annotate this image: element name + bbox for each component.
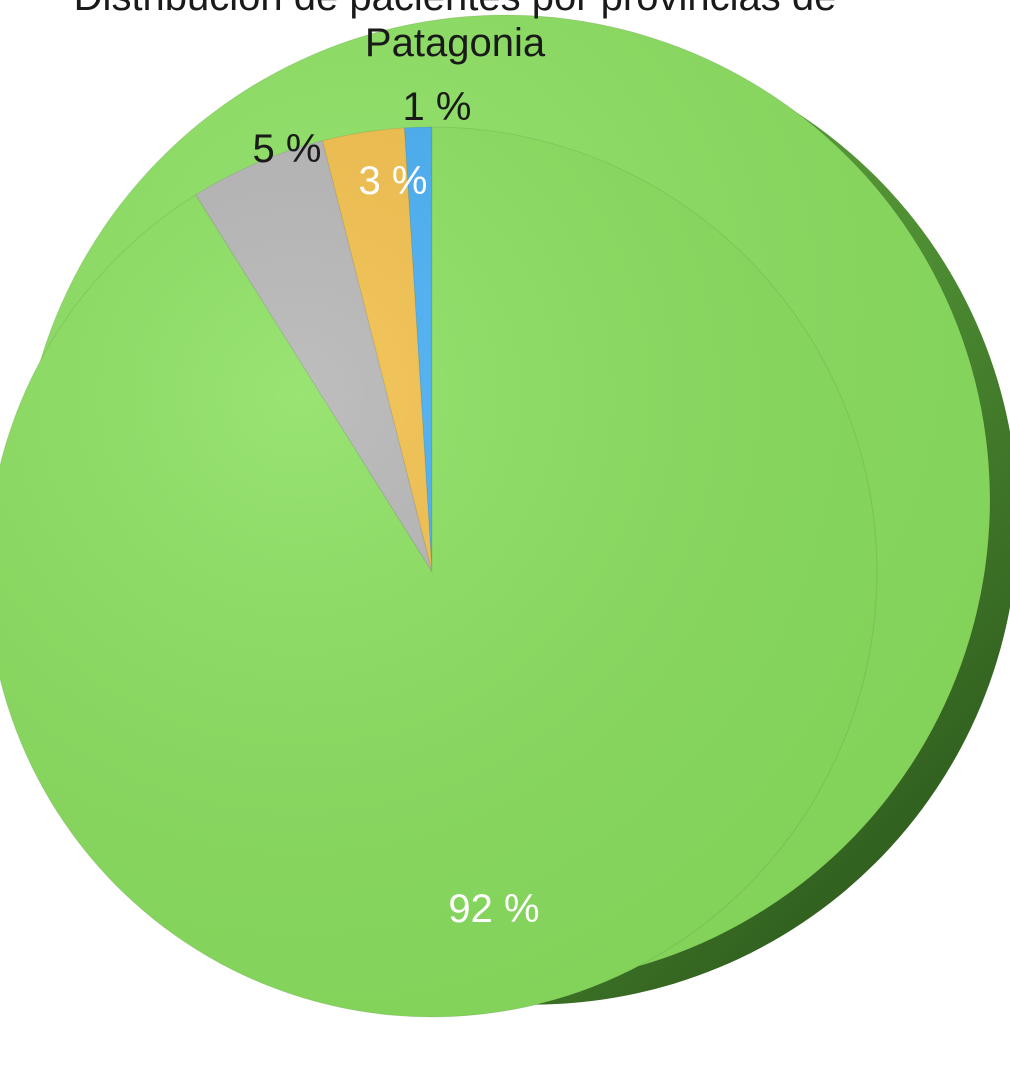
data-labels: 92 % 5 % 3 % 1 %: [253, 85, 540, 931]
chart-title-line-2: Patagonia: [365, 21, 546, 65]
data-label-5: 5 %: [253, 127, 322, 171]
chart-title-line-1: Distribución de pacientes por provincias…: [74, 0, 837, 19]
data-label-92: 92 %: [448, 887, 539, 931]
data-label-1: 1 %: [403, 85, 472, 129]
front-pie-shading: [0, 127, 877, 1017]
front-pie-layer: [0, 126, 878, 1018]
data-label-3: 3 %: [359, 159, 428, 203]
